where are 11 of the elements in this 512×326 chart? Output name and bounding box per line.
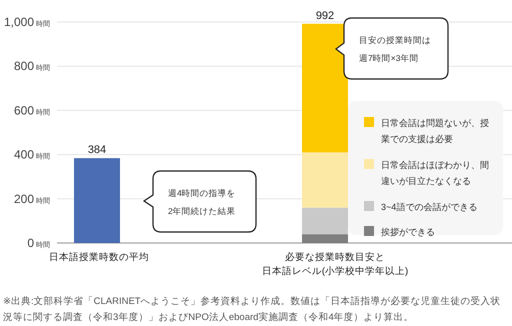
legend-label: 挨拶ができる [381,227,435,237]
legend-label: 日常会話はほぼわかり、間違いが目立たなくなる [381,160,489,186]
legend-label: 3~4語での会話ができる [381,202,478,212]
legend-label: 日常会話は問題ないが、授業での支援は必要 [381,118,489,144]
total-label: 384 [88,144,106,156]
x-tick-label: 日本語授業時数の平均 [49,251,149,263]
annotation: 目安の授業時間は週7時間×3年間 [359,35,431,63]
total-label: 992 [316,10,334,22]
annotation: 週4時間の指導を2年間続けた結果 [168,188,236,216]
x-tick-label: 必要な授業時数目安と日本語レベル(小学校中学年以上) [262,251,408,277]
text: ※出典:文部科学省「CLARINETへようこそ」参考資料より作成。数値は「日本語指導が必要な児童生徒の受入状況等に関する調査（令和3年度）」およびNPO法人eboard実施調査（令和4年度）より算出。 [3,295,501,323]
